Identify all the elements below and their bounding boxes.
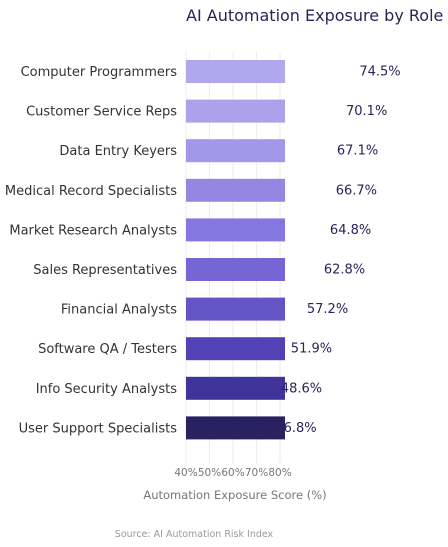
category-label: Data Entry Keyers xyxy=(59,144,177,159)
bars xyxy=(186,60,285,440)
category-label: Financial Analysts xyxy=(61,303,177,318)
x-tick-label: 60% xyxy=(221,467,244,479)
category-label: Customer Service Reps xyxy=(26,105,177,120)
bar xyxy=(186,60,285,83)
x-tick-label: 50% xyxy=(198,467,221,479)
value-label: 51.9% xyxy=(291,342,332,357)
value-labels: 74.5% 70.1% 67.1% 66.7% 64.8% 62.8% 57.2% 51.9%… xyxy=(275,65,400,436)
category-label: Market Research Analysts xyxy=(9,223,177,238)
category-label: User Support Specialists xyxy=(19,421,178,436)
x-tick-label: 80% xyxy=(268,467,291,479)
x-axis-label: Automation Exposure Score (%) xyxy=(143,488,326,502)
source-note: Source: AI Automation Risk Index xyxy=(115,529,274,540)
category-labels: Computer Programmers Customer Service Rep… xyxy=(5,65,177,436)
bar xyxy=(186,139,285,163)
value-label: 66.7% xyxy=(336,183,377,198)
bar xyxy=(186,178,285,202)
bar xyxy=(186,376,285,400)
category-label: Software QA / Testers xyxy=(38,342,177,357)
value-label: 64.8% xyxy=(330,223,371,238)
x-tick-label: 70% xyxy=(245,467,268,479)
value-label: 67.1% xyxy=(337,144,378,159)
bar xyxy=(186,218,285,242)
value-label: 57.2% xyxy=(307,302,348,317)
category-label: Info Security Analysts xyxy=(36,382,178,397)
value-label: 74.5% xyxy=(359,65,400,80)
chart-title: AI Automation Exposure by Role xyxy=(186,6,443,25)
value-label: 46.8% xyxy=(275,421,316,436)
category-label: Sales Representatives xyxy=(33,263,177,278)
bar xyxy=(186,416,285,440)
category-label: Medical Record Specialists xyxy=(5,184,177,199)
category-label: Computer Programmers xyxy=(21,65,178,80)
value-label: 48.6% xyxy=(281,381,322,396)
bar xyxy=(186,337,285,361)
bar xyxy=(186,99,285,123)
x-tick-labels: 40% 50% 60% 70% 80% xyxy=(174,467,291,479)
value-label: 70.1% xyxy=(346,104,387,119)
bar xyxy=(186,258,285,281)
bar xyxy=(186,297,285,321)
x-tick-label: 40% xyxy=(174,467,197,479)
value-label: 62.8% xyxy=(324,263,365,278)
